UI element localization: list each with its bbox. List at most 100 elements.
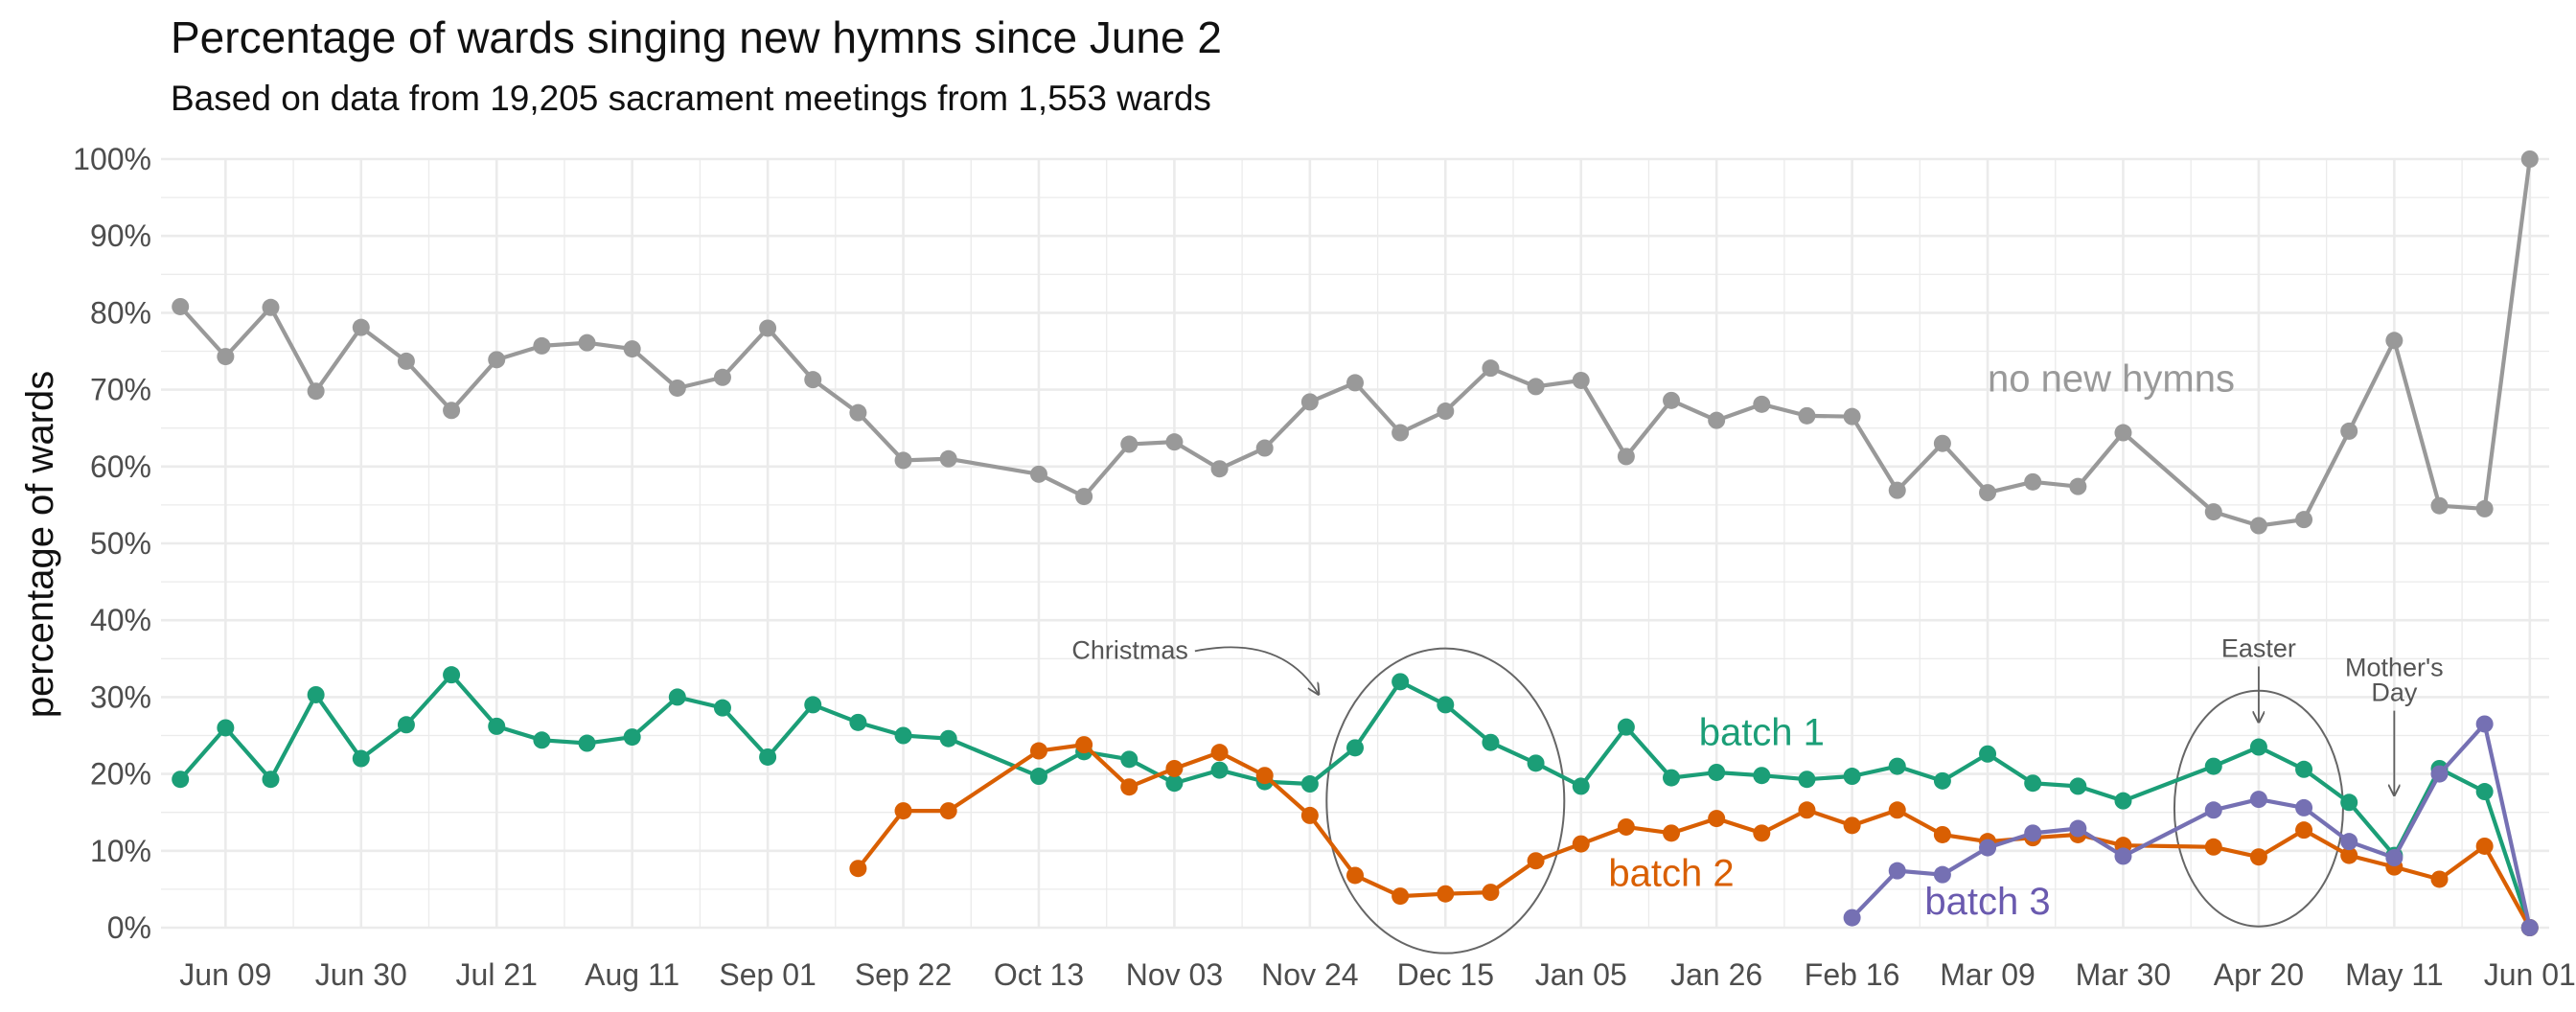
data-point-batch-1: [713, 699, 731, 717]
data-point-batch-2: [1888, 801, 1906, 819]
data-point-batch-3: [2340, 833, 2358, 851]
data-point-batch-1: [1979, 745, 1997, 763]
data-point-batch-2: [1482, 884, 1500, 902]
data-point-batch-2: [2204, 838, 2222, 856]
series-batch-3: [1843, 715, 2539, 936]
x-tick-label: Nov 24: [1261, 957, 1358, 992]
data-point-no-new-hymns: [623, 340, 641, 358]
data-point-no-new-hymns: [1843, 407, 1861, 426]
data-point-no-new-hymns: [759, 319, 777, 337]
data-point-no-new-hymns: [262, 298, 280, 316]
data-point-no-new-hymns: [1933, 434, 1951, 452]
series-batch-1: [172, 666, 2539, 936]
data-point-batch-2: [1843, 816, 1861, 835]
data-point-batch-1: [668, 688, 686, 706]
y-tick-label: 10%: [90, 834, 151, 868]
data-point-no-new-hymns: [1120, 435, 1138, 453]
data-point-no-new-hymns: [939, 449, 957, 468]
data-point-batch-1: [1572, 777, 1590, 795]
data-point-batch-2: [1392, 887, 1410, 906]
data-point-no-new-hymns: [217, 348, 235, 366]
data-point-batch-2: [2249, 848, 2267, 866]
series-label-batch-2: batch 2: [1608, 852, 1734, 894]
data-point-batch-1: [262, 770, 280, 789]
x-tick-label: Jul 21: [456, 957, 538, 992]
data-point-no-new-hymns: [2385, 332, 2404, 350]
data-point-batch-2: [1346, 866, 1364, 885]
data-point-batch-2: [1210, 744, 1229, 762]
y-tick-label: 20%: [90, 757, 151, 792]
data-point-batch-1: [1300, 775, 1319, 794]
data-point-batch-2: [1527, 852, 1545, 870]
data-point-no-new-hymns: [172, 297, 190, 315]
data-point-batch-1: [2295, 760, 2313, 778]
x-tick-label: Sep 22: [855, 957, 952, 992]
data-point-batch-3: [2295, 798, 2313, 816]
x-tick-label: Feb 16: [1805, 957, 1900, 992]
data-point-batch-2: [939, 802, 957, 820]
data-point-batch-1: [2024, 774, 2042, 793]
data-point-no-new-hymns: [578, 334, 596, 352]
data-point-no-new-hymns: [2114, 424, 2132, 442]
data-point-batch-2: [1300, 806, 1319, 824]
data-point-batch-2: [2340, 846, 2358, 864]
chart-title: Percentage of wards singing new hymns si…: [171, 12, 1222, 62]
data-point-no-new-hymns: [1527, 378, 1545, 396]
data-point-no-new-hymns: [1888, 481, 1906, 499]
data-point-batch-1: [894, 726, 912, 745]
data-point-batch-3: [2024, 824, 2042, 842]
data-point-no-new-hymns: [1979, 484, 1997, 502]
data-point-batch-2: [1663, 824, 1681, 842]
data-point-no-new-hymns: [1753, 395, 1771, 413]
data-point-batch-1: [1888, 757, 1906, 775]
data-point-batch-2: [1075, 736, 1093, 754]
y-tick-label: 0%: [107, 910, 151, 945]
y-tick-label: 30%: [90, 679, 151, 714]
data-point-batch-3: [2249, 791, 2267, 809]
data-point-batch-3: [1933, 865, 1951, 884]
data-point-batch-1: [1392, 673, 1410, 691]
data-point-no-new-hymns: [1165, 433, 1184, 451]
data-point-batch-2: [1255, 767, 1274, 785]
data-point-batch-2: [894, 802, 912, 820]
data-point-batch-1: [1210, 761, 1229, 779]
x-tick-label: Nov 03: [1126, 957, 1223, 992]
data-point-no-new-hymns: [1482, 359, 1500, 378]
data-point-batch-1: [1437, 696, 1455, 714]
data-point-batch-2: [1120, 778, 1138, 796]
grid-lines: [161, 157, 2549, 930]
series-line-no-new-hymns: [178, 158, 2532, 528]
data-point-no-new-hymns: [1572, 371, 1590, 389]
data-point-batch-1: [443, 666, 461, 684]
data-point-no-new-hymns: [307, 382, 325, 401]
data-point-no-new-hymns: [1798, 406, 1816, 425]
x-tick-label: May 11: [2345, 957, 2444, 992]
data-point-batch-3: [2114, 847, 2132, 865]
axes: Jun 09 Jun 30 Jul 21 Aug 11 Sep 01 Sep 22 Oct …: [73, 142, 2576, 992]
data-point-batch-1: [2114, 792, 2132, 810]
data-point-batch-1: [2249, 738, 2267, 756]
y-tick-label: 40%: [90, 603, 151, 637]
data-point-no-new-hymns: [1210, 460, 1229, 478]
data-point-batch-3: [1888, 862, 1906, 880]
data-point-batch-2: [1753, 824, 1771, 842]
data-point-no-new-hymns: [1437, 402, 1455, 421]
mothers-day-annotation-label: Mother's: [2345, 654, 2444, 682]
data-point-batch-1: [397, 716, 415, 734]
data-point-batch-1: [1798, 770, 1816, 789]
data-point-batch-1: [352, 749, 370, 768]
data-point-no-new-hymns: [849, 403, 867, 422]
data-point-no-new-hymns: [2069, 477, 2087, 495]
data-point-batch-3: [1843, 908, 1861, 927]
series-layer: [172, 150, 2539, 936]
x-tick-label: Jan 26: [1670, 957, 1762, 992]
data-point-no-new-hymns: [2295, 511, 2313, 529]
x-tick-label: Mar 09: [1940, 957, 2036, 992]
y-tick-label: 60%: [90, 449, 151, 484]
data-point-batch-2: [2295, 821, 2313, 840]
data-point-batch-3: [2520, 919, 2539, 936]
easter-annotation-label: Easter: [2221, 633, 2296, 662]
series-label-no-new-hymns: no new hymns: [1988, 358, 2235, 401]
data-point-batch-3: [2430, 765, 2449, 783]
